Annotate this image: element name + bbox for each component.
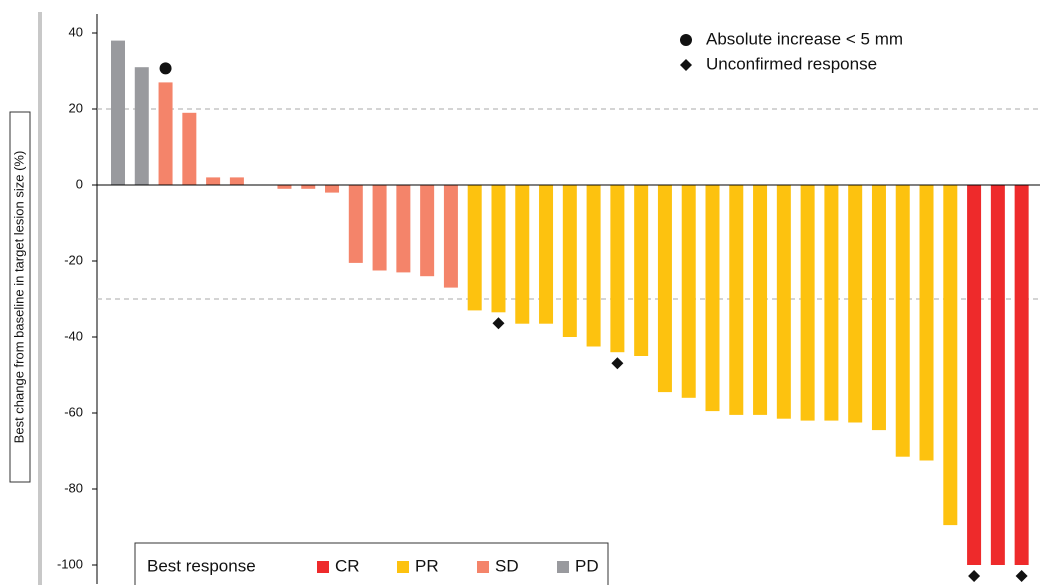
y-tick-label: -100 — [57, 556, 83, 571]
legend-marker — [680, 59, 692, 71]
bar — [348, 185, 363, 263]
legend-swatch — [397, 561, 409, 573]
legend-label: CR — [335, 556, 360, 575]
legend-box — [134, 542, 609, 585]
bar — [372, 185, 387, 271]
bar — [396, 185, 411, 273]
bar — [681, 185, 696, 398]
bar — [776, 185, 791, 419]
bar — [705, 185, 720, 412]
bar — [111, 40, 125, 185]
bar — [919, 185, 934, 461]
bar — [420, 185, 435, 277]
y-axis-label: Best change from baseline in target lesi… — [11, 151, 26, 444]
y-tick-label: 20 — [69, 100, 83, 115]
y-tick-label: -80 — [64, 480, 83, 495]
bar — [562, 185, 577, 337]
bar — [753, 185, 768, 415]
bar — [943, 185, 958, 526]
bar — [824, 185, 839, 421]
bar — [182, 112, 197, 185]
legend-label: SD — [495, 556, 519, 575]
bar — [634, 185, 649, 356]
annotation-label: Unconfirmed response — [706, 54, 877, 73]
y-tick-label: -60 — [64, 404, 83, 419]
bar — [990, 185, 1005, 565]
y-tick-label: -40 — [64, 328, 83, 343]
legend-swatch — [317, 561, 329, 573]
legend-marker — [680, 34, 692, 46]
annotation-marker — [968, 570, 981, 582]
legend-label: PD — [575, 556, 599, 575]
bar — [539, 185, 554, 324]
legend-swatch — [557, 561, 569, 573]
y-tick-label: 0 — [76, 176, 83, 191]
annotation-marker — [159, 62, 172, 75]
bar — [800, 185, 815, 421]
annotation-marker — [492, 317, 505, 330]
bar — [134, 67, 149, 185]
ylabel-box — [9, 111, 31, 483]
bar — [229, 177, 244, 185]
bar — [158, 82, 173, 185]
bar — [277, 185, 292, 189]
bar — [491, 185, 506, 313]
annotation-marker — [611, 357, 624, 370]
side-bar — [38, 12, 42, 585]
bar — [967, 185, 982, 565]
bar — [206, 177, 221, 185]
legend-title: Best response — [147, 556, 256, 575]
bar — [301, 185, 316, 189]
bar — [848, 185, 863, 423]
annotation-marker — [1015, 570, 1028, 582]
y-tick-label: -20 — [64, 252, 83, 267]
bar — [657, 185, 672, 393]
bar — [586, 185, 601, 347]
bar — [895, 185, 910, 457]
legend-swatch — [477, 561, 489, 573]
bar — [515, 185, 530, 324]
y-tick-label: 40 — [69, 24, 83, 39]
annotation-label: Absolute increase < 5 mm — [706, 29, 903, 48]
bar — [467, 185, 482, 311]
bar — [729, 185, 744, 415]
legend-label: PR — [415, 556, 439, 575]
bar — [610, 185, 625, 353]
bar — [325, 185, 340, 193]
bar — [443, 185, 458, 288]
bar — [871, 185, 886, 431]
bar — [1014, 185, 1029, 565]
